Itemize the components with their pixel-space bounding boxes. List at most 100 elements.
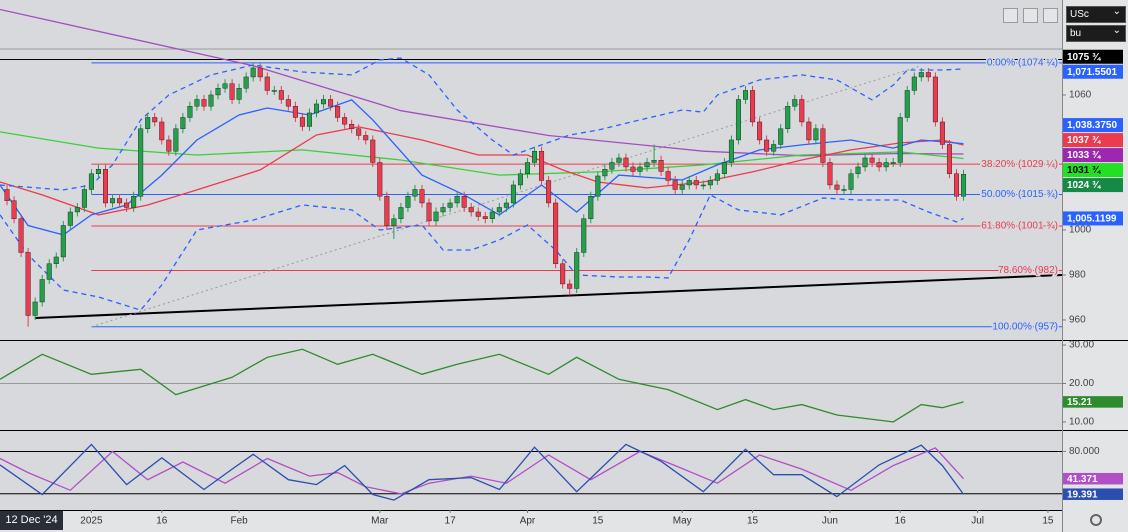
candle-body bbox=[679, 184, 685, 190]
candle-body bbox=[215, 88, 221, 96]
price-label-box bbox=[1063, 163, 1123, 178]
candle-body bbox=[475, 211, 481, 217]
toolbar-button[interactable] bbox=[1023, 8, 1038, 23]
candle-body bbox=[271, 90, 277, 92]
candle-body bbox=[356, 128, 362, 136]
candle-body bbox=[250, 67, 256, 78]
candle-body bbox=[869, 157, 875, 163]
candle-body bbox=[651, 160, 657, 163]
candle-body bbox=[581, 218, 587, 253]
x-tick-label: May bbox=[673, 516, 692, 527]
price-label: 1024 ¾ bbox=[1067, 180, 1101, 191]
candle-body bbox=[897, 117, 903, 163]
symbol-dropdown[interactable]: USc bbox=[1066, 4, 1126, 23]
candle-body bbox=[707, 180, 713, 186]
candle-body bbox=[792, 99, 798, 107]
candle-body bbox=[961, 174, 967, 197]
panel bbox=[0, 443, 1062, 501]
candle-body bbox=[328, 99, 334, 107]
candle-body bbox=[750, 90, 756, 123]
candle-body bbox=[813, 128, 819, 141]
candle-body bbox=[510, 184, 516, 204]
candle-body bbox=[806, 121, 812, 141]
y-tick-label: 10.00 bbox=[1069, 417, 1094, 428]
candle-body bbox=[370, 139, 376, 163]
candle-body bbox=[778, 128, 784, 145]
candle-body bbox=[700, 184, 706, 187]
candle-body bbox=[799, 99, 805, 123]
candle-body bbox=[159, 121, 165, 141]
candle-body bbox=[588, 196, 594, 219]
candle-body bbox=[433, 211, 439, 222]
candle-body bbox=[4, 189, 10, 201]
candle-body bbox=[426, 202, 432, 222]
candle-body bbox=[911, 76, 917, 91]
candle-body bbox=[208, 94, 214, 107]
candle-body bbox=[665, 171, 671, 181]
candle-body bbox=[32, 301, 38, 316]
candle-body bbox=[138, 128, 144, 197]
price-label-box bbox=[1063, 178, 1123, 193]
candle-body bbox=[285, 99, 291, 107]
price-label: 1033 ¾ bbox=[1067, 150, 1101, 161]
candle-body bbox=[60, 225, 66, 258]
candle-body bbox=[728, 139, 734, 163]
y-tick-label: 960 bbox=[1069, 315, 1086, 326]
fib-level-label: 78.60% (982) bbox=[998, 265, 1058, 276]
unit-dropdown[interactable]: bu bbox=[1066, 23, 1126, 42]
candle-body bbox=[595, 175, 601, 197]
candle-body bbox=[743, 90, 749, 100]
price-label: 1031 ¾ bbox=[1067, 165, 1101, 176]
candle-body bbox=[532, 151, 538, 163]
candle-body bbox=[25, 252, 31, 316]
candle-body bbox=[95, 169, 101, 174]
x-tick-label: 15 bbox=[592, 516, 604, 527]
price-label-box bbox=[1063, 396, 1123, 408]
candle-body bbox=[117, 198, 123, 204]
candle-body bbox=[862, 157, 868, 168]
candle-body bbox=[820, 128, 826, 163]
candle-body bbox=[890, 162, 896, 164]
candle-body bbox=[39, 279, 45, 303]
time-axis-area bbox=[0, 510, 1062, 532]
price-label: 15.21 bbox=[1067, 397, 1092, 408]
candle-body bbox=[313, 103, 319, 114]
candle-body bbox=[841, 189, 847, 191]
candle-body bbox=[243, 76, 249, 89]
candle-body bbox=[187, 106, 193, 118]
fib-level-label: 100.00% (957) bbox=[992, 321, 1058, 332]
y-tick-label: 30.00 bbox=[1069, 340, 1094, 351]
toolbar-button[interactable] bbox=[1043, 8, 1058, 23]
candle-body bbox=[482, 216, 488, 219]
candle-body bbox=[145, 117, 151, 129]
indicator-line bbox=[0, 126, 964, 216]
toolbar-button[interactable] bbox=[1003, 8, 1018, 23]
candle-body bbox=[546, 180, 552, 204]
candle-body bbox=[855, 166, 861, 174]
candle-body bbox=[222, 83, 228, 89]
candle-body bbox=[553, 202, 559, 264]
candle-body bbox=[278, 90, 284, 100]
x-tick-label: Apr bbox=[520, 516, 536, 527]
candle-body bbox=[110, 198, 116, 204]
candle-body bbox=[152, 117, 158, 123]
candle-body bbox=[440, 207, 446, 213]
settings-button[interactable] bbox=[1090, 514, 1102, 526]
candle-body bbox=[131, 196, 137, 208]
price-label: 19.391 bbox=[1067, 489, 1098, 500]
indicator-line bbox=[0, 447, 964, 495]
x-tick-label: 16 bbox=[895, 516, 907, 527]
candle-body bbox=[834, 184, 840, 190]
candle-body bbox=[560, 263, 566, 285]
price-label-box bbox=[1063, 211, 1123, 226]
candle-body bbox=[693, 180, 699, 186]
candle-body bbox=[925, 72, 931, 78]
candle-body bbox=[489, 211, 495, 219]
fib-level-label: 0.00% (1074 ¼) bbox=[987, 57, 1058, 69]
candle-body bbox=[954, 173, 960, 197]
candle-body bbox=[609, 162, 615, 170]
candle-body bbox=[686, 180, 692, 186]
candle-body bbox=[88, 173, 94, 190]
candle-body bbox=[264, 76, 270, 91]
